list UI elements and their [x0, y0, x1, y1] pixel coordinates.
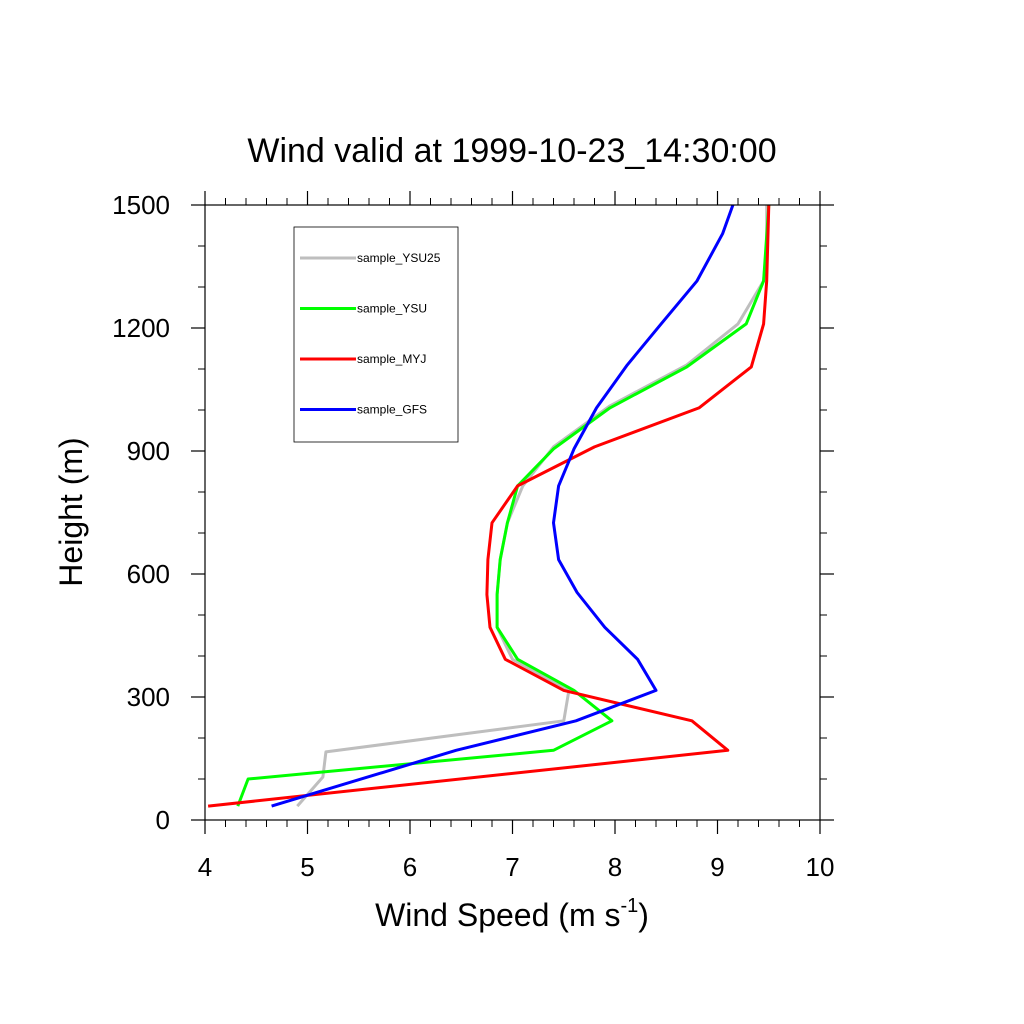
legend-box — [293, 226, 459, 443]
legend-item: sample_YSU — [300, 302, 427, 316]
chart-title: Wind valid at 1999-10-23_14:30:00 — [247, 132, 776, 170]
series-line-sample_YSU — [236, 204, 771, 807]
x-axis-label-close: ) — [638, 897, 649, 933]
legend-label: sample_YSU — [357, 302, 427, 316]
x-axis-label-main: Wind Speed (m s — [375, 897, 620, 933]
legend: sample_YSU25 sample_YSU sample_MYJ sample_G… — [293, 226, 459, 443]
major-ticks — [191, 191, 834, 834]
legend-label: sample_GFS — [357, 403, 427, 417]
x-tick-label: 5 — [300, 852, 314, 882]
y-tick-label: 1200 — [112, 313, 170, 343]
y-tick-label: 300 — [127, 682, 170, 712]
y-tick-label: 600 — [127, 559, 170, 589]
x-axis-label: Wind Speed (m s-1) — [375, 895, 649, 933]
legend-item: sample_MYJ — [300, 352, 426, 366]
minor-ticks — [198, 198, 827, 827]
x-tick-labels: 4 5 6 7 8 9 10 — [198, 852, 835, 882]
legend-label: sample_YSU25 — [357, 251, 441, 265]
series-line-sample_MYJ — [207, 204, 771, 808]
legend-item: sample_YSU25 — [300, 251, 441, 265]
y-tick-label: 0 — [156, 805, 170, 835]
x-tick-label: 6 — [403, 852, 417, 882]
x-tick-label: 4 — [198, 852, 212, 882]
series-lines — [207, 204, 771, 808]
plot-frame — [204, 204, 821, 821]
x-tick-label: 10 — [806, 852, 835, 882]
x-tick-label: 7 — [505, 852, 519, 882]
x-tick-label: 8 — [608, 852, 622, 882]
y-tick-label: 900 — [127, 436, 170, 466]
y-tick-labels: 0 300 600 900 1200 1500 — [112, 190, 170, 835]
legend-label: sample_MYJ — [357, 352, 426, 366]
y-tick-label: 1500 — [112, 190, 170, 220]
x-tick-label: 9 — [710, 852, 724, 882]
x-axis-label-superscript: -1 — [620, 895, 638, 917]
y-axis-label: Height (m) — [53, 437, 89, 586]
legend-item: sample_GFS — [300, 403, 427, 417]
series-line-sample_GFS — [271, 204, 735, 808]
